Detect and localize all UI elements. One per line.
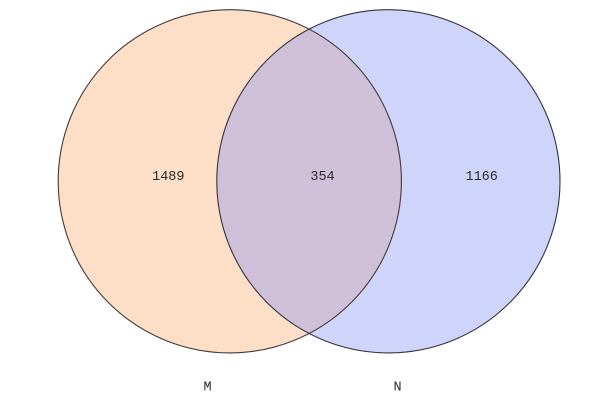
svg-text:M: M	[203, 381, 211, 396]
svg-text:354: 354	[310, 170, 334, 185]
svg-text:1166: 1166	[465, 170, 497, 185]
svg-text:1489: 1489	[152, 170, 184, 185]
svg-text:N: N	[393, 381, 401, 396]
